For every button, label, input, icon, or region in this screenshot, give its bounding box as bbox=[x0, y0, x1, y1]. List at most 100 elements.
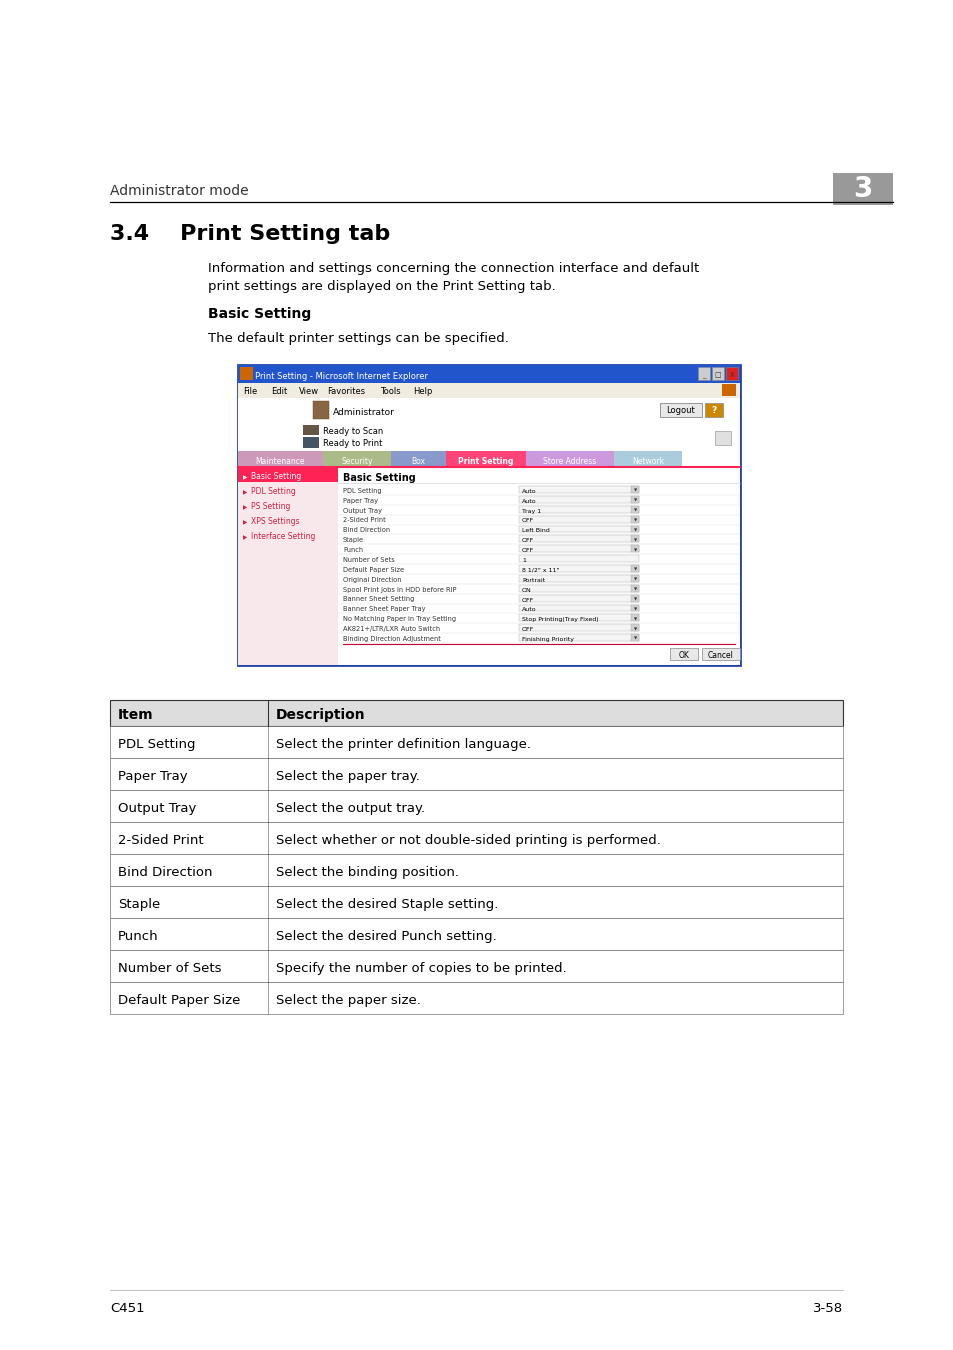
Text: Favorites: Favorites bbox=[327, 387, 365, 396]
Text: Auto: Auto bbox=[521, 498, 536, 504]
Text: Basic Setting: Basic Setting bbox=[251, 472, 301, 481]
Text: ▶: ▶ bbox=[243, 520, 247, 525]
Text: Select the output tray.: Select the output tray. bbox=[275, 802, 425, 815]
Text: □: □ bbox=[714, 373, 720, 378]
Text: Select the desired Staple setting.: Select the desired Staple setting. bbox=[275, 898, 497, 911]
Bar bbox=[518, 614, 639, 621]
Bar bbox=[110, 855, 842, 886]
Text: C451: C451 bbox=[110, 1301, 145, 1315]
Bar bbox=[237, 423, 740, 451]
Bar bbox=[518, 566, 639, 572]
Text: PDL Setting: PDL Setting bbox=[343, 487, 381, 494]
Text: OFF: OFF bbox=[521, 539, 534, 543]
Text: Logout: Logout bbox=[666, 406, 695, 414]
Text: PDL Setting: PDL Setting bbox=[118, 738, 195, 751]
Bar bbox=[518, 506, 639, 513]
Bar bbox=[631, 545, 639, 552]
Bar bbox=[631, 614, 639, 621]
Text: The default printer settings can be specified.: The default printer settings can be spec… bbox=[208, 332, 508, 346]
Bar bbox=[518, 605, 639, 612]
Bar bbox=[614, 451, 681, 467]
Text: Bind Direction: Bind Direction bbox=[343, 528, 390, 533]
Text: Finishing Priority: Finishing Priority bbox=[521, 637, 574, 643]
Bar bbox=[631, 525, 639, 532]
Bar bbox=[631, 506, 639, 513]
Bar bbox=[313, 401, 329, 418]
Text: Auto: Auto bbox=[521, 608, 536, 613]
Text: OFF: OFF bbox=[521, 548, 534, 554]
Bar bbox=[110, 950, 842, 981]
Text: ?: ? bbox=[711, 406, 716, 414]
Bar bbox=[518, 624, 639, 632]
Bar bbox=[631, 566, 639, 572]
Bar bbox=[237, 468, 337, 482]
Text: ▶: ▶ bbox=[243, 475, 247, 481]
Bar bbox=[303, 425, 318, 435]
Bar bbox=[518, 545, 639, 552]
Bar bbox=[110, 886, 842, 918]
Text: Information and settings concerning the connection interface and default: Information and settings concerning the … bbox=[208, 262, 699, 275]
Text: Ready to Scan: Ready to Scan bbox=[323, 427, 383, 436]
Text: 2-Sided Print: 2-Sided Print bbox=[343, 517, 385, 524]
Text: Staple: Staple bbox=[343, 537, 364, 543]
Text: ▼: ▼ bbox=[634, 608, 637, 612]
Bar bbox=[446, 451, 525, 467]
Text: ▼: ▼ bbox=[634, 509, 637, 513]
Bar bbox=[631, 575, 639, 582]
Bar bbox=[237, 468, 337, 666]
Text: Administrator mode: Administrator mode bbox=[110, 184, 249, 198]
Text: Punch: Punch bbox=[118, 930, 158, 944]
Text: Staple: Staple bbox=[118, 898, 160, 911]
Text: Select the printer definition language.: Select the printer definition language. bbox=[275, 738, 531, 751]
Text: Tools: Tools bbox=[379, 387, 400, 396]
Bar bbox=[337, 468, 740, 666]
Text: Ready to Print: Ready to Print bbox=[323, 439, 382, 448]
Bar bbox=[718, 383, 738, 398]
Text: Help: Help bbox=[413, 387, 432, 396]
Bar bbox=[323, 451, 391, 467]
Text: Auto: Auto bbox=[521, 489, 536, 494]
Bar bbox=[701, 648, 740, 660]
Text: OFF: OFF bbox=[521, 598, 534, 602]
Text: ▼: ▼ bbox=[634, 628, 637, 632]
Text: ▼: ▼ bbox=[634, 568, 637, 572]
Text: print settings are displayed on the Print Setting tab.: print settings are displayed on the Prin… bbox=[208, 279, 556, 293]
Text: ▼: ▼ bbox=[634, 528, 637, 532]
Text: Default Paper Size: Default Paper Size bbox=[118, 994, 240, 1007]
Bar bbox=[237, 364, 740, 666]
Text: 3-58: 3-58 bbox=[812, 1301, 842, 1315]
Text: Select the binding position.: Select the binding position. bbox=[275, 865, 458, 879]
Text: ON: ON bbox=[521, 587, 531, 593]
Bar bbox=[525, 451, 614, 467]
Text: XPS Settings: XPS Settings bbox=[251, 517, 299, 526]
Text: Print Setting - Microsoft Internet Explorer: Print Setting - Microsoft Internet Explo… bbox=[254, 373, 428, 381]
Text: Select the paper size.: Select the paper size. bbox=[275, 994, 420, 1007]
Bar bbox=[237, 383, 740, 398]
Text: AK821+/LTR/LXR Auto Switch: AK821+/LTR/LXR Auto Switch bbox=[343, 626, 439, 632]
Bar bbox=[631, 634, 639, 641]
Text: ▼: ▼ bbox=[634, 548, 637, 552]
Text: ▶: ▶ bbox=[243, 490, 247, 495]
Text: Network: Network bbox=[631, 458, 663, 466]
Text: Basic Setting: Basic Setting bbox=[343, 472, 416, 483]
Text: ▶: ▶ bbox=[243, 535, 247, 540]
Text: Select the desired Punch setting.: Select the desired Punch setting. bbox=[275, 930, 497, 944]
Bar bbox=[518, 594, 639, 602]
Text: ▼: ▼ bbox=[634, 498, 637, 502]
Text: Select the paper tray.: Select the paper tray. bbox=[275, 769, 419, 783]
Text: 1: 1 bbox=[521, 558, 525, 563]
Text: Output Tray: Output Tray bbox=[118, 802, 196, 815]
Bar bbox=[704, 404, 722, 417]
Text: OFF: OFF bbox=[521, 628, 534, 632]
Bar bbox=[391, 451, 446, 467]
Bar bbox=[110, 822, 842, 855]
Bar bbox=[240, 367, 253, 379]
Text: _: _ bbox=[701, 373, 705, 379]
Text: 3: 3 bbox=[852, 176, 872, 202]
Text: Number of Sets: Number of Sets bbox=[118, 963, 221, 975]
Text: Paper Tray: Paper Tray bbox=[343, 498, 377, 504]
Text: Security: Security bbox=[341, 458, 373, 466]
Text: Number of Sets: Number of Sets bbox=[343, 558, 395, 563]
Text: View: View bbox=[298, 387, 319, 396]
Text: Cancel: Cancel bbox=[707, 651, 733, 660]
